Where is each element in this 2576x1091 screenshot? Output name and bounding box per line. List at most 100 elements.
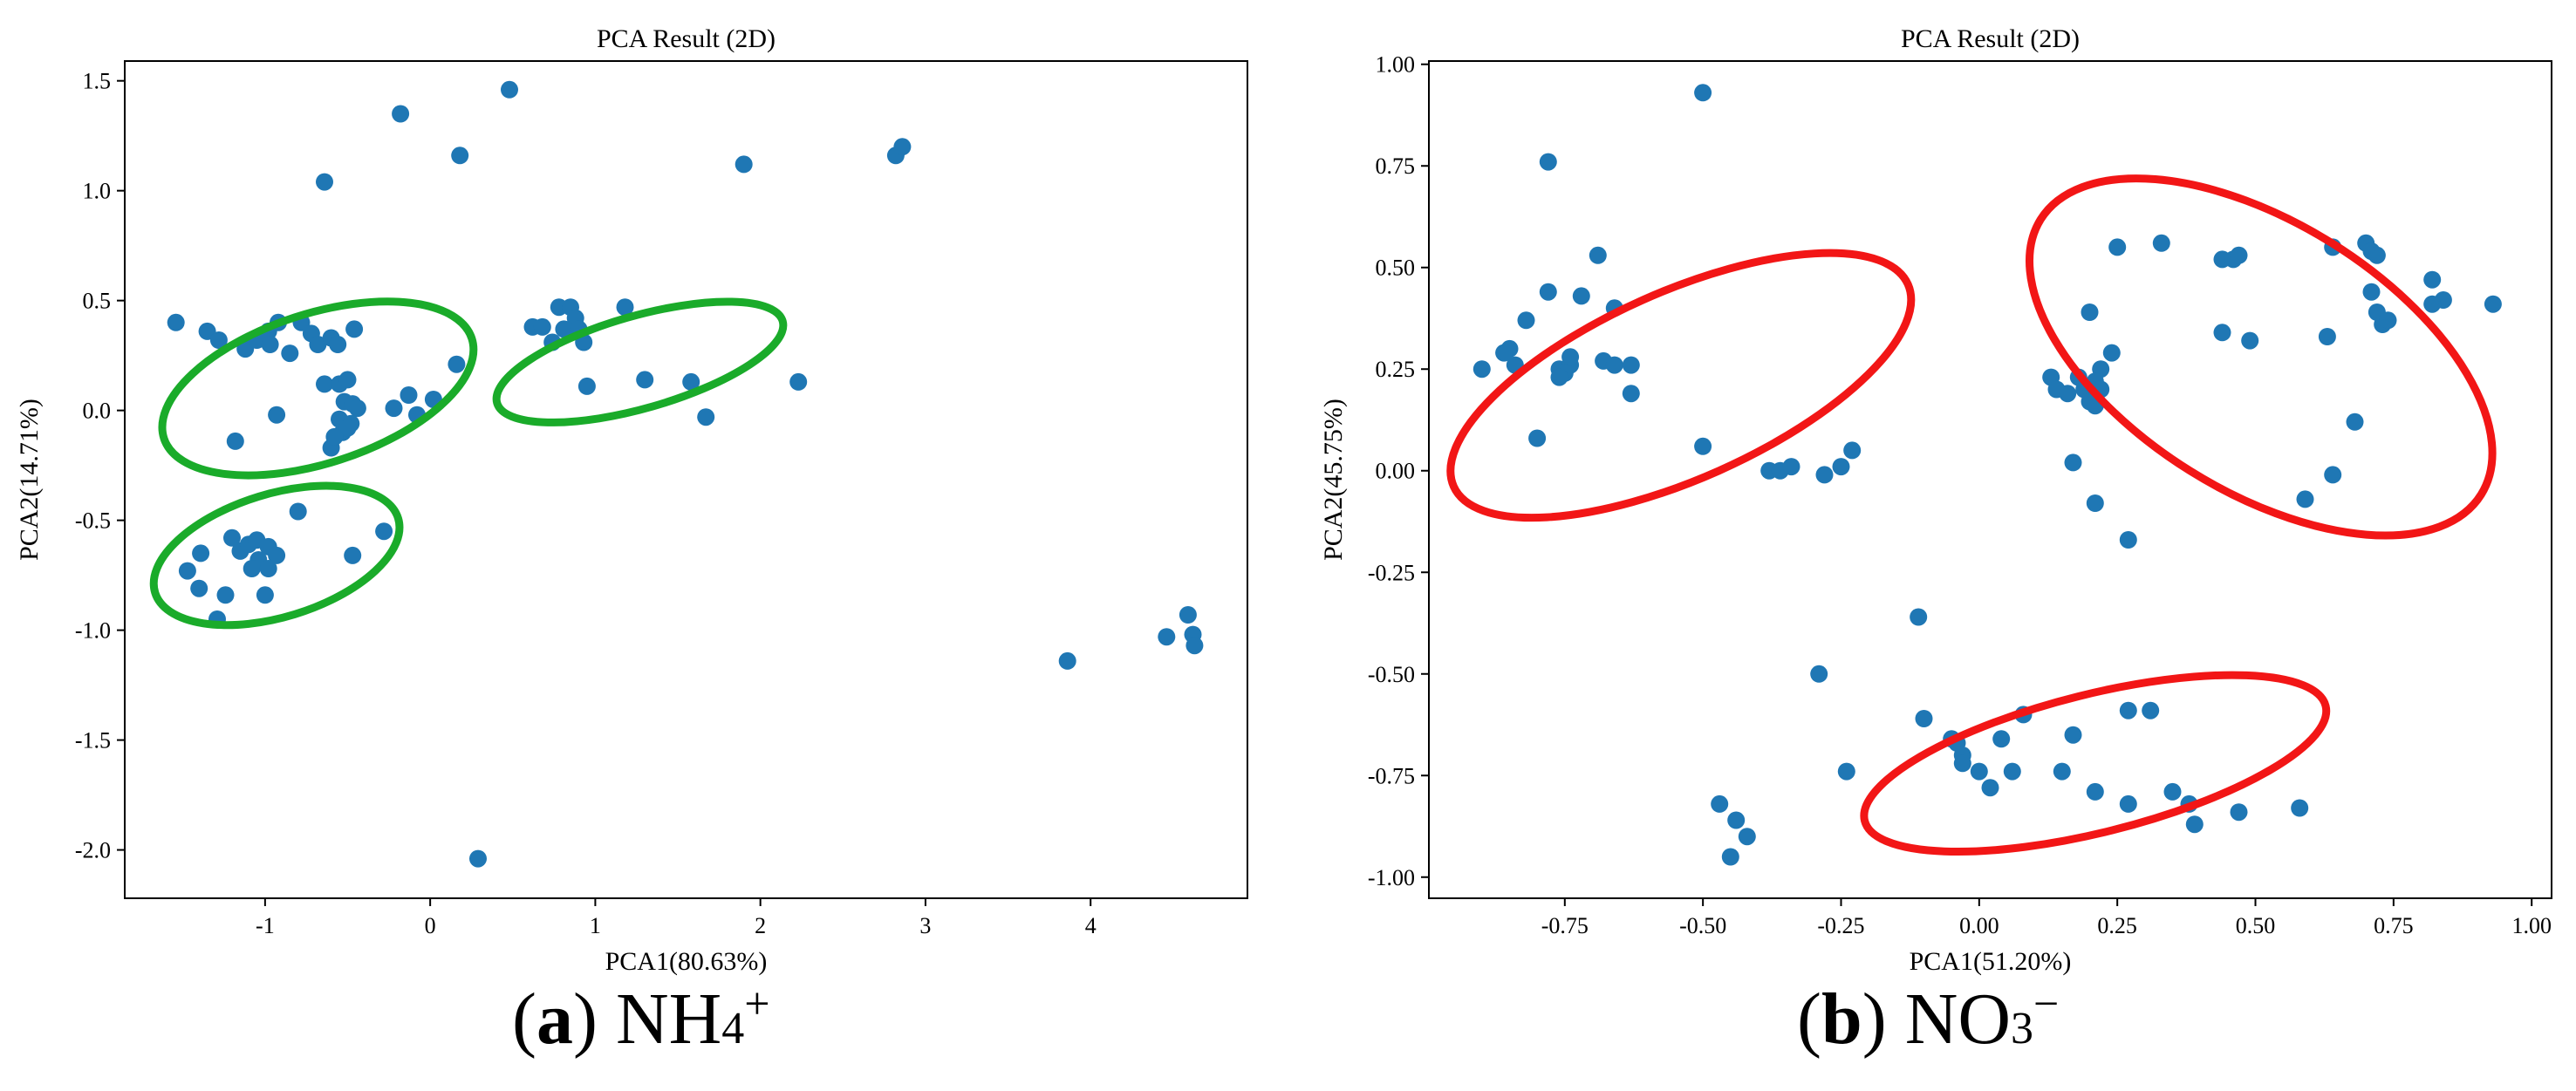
data-point [1694, 437, 1712, 455]
x-tick-label: 0.00 [1959, 913, 1999, 938]
data-point [209, 331, 228, 349]
data-point [190, 579, 208, 597]
data-point [2362, 283, 2381, 301]
x-tick-label: -0.25 [1817, 913, 1864, 938]
data-point [1970, 762, 1988, 781]
data-point [216, 586, 235, 604]
data-point [1495, 344, 1513, 362]
y-tick-label: -1.0 [75, 618, 111, 644]
y-tick-label: 0.5 [83, 289, 112, 314]
data-point [2053, 762, 2071, 781]
cluster-ellipse-3 [1860, 671, 2331, 856]
data-point [2230, 246, 2248, 264]
data-point [533, 317, 551, 336]
data-point [1561, 348, 1580, 366]
data-point [281, 344, 299, 363]
y-tick-label: -0.5 [75, 508, 111, 534]
data-point [1843, 441, 1862, 460]
caption-b: (b) NO3− [1797, 977, 2059, 1061]
data-point [2163, 782, 2182, 801]
data-point [555, 320, 573, 338]
caption-b-close: ) [1862, 978, 1887, 1060]
caption-a-close: ) [572, 978, 598, 1060]
y-tick-label: 1.00 [1376, 52, 1416, 78]
y-tick-label: 0.00 [1376, 459, 1416, 484]
data-point [261, 336, 279, 353]
plot-frame [124, 60, 1248, 899]
data-point [1572, 287, 1590, 305]
data-point [178, 562, 196, 580]
y-tick-label: 0.75 [1376, 153, 1416, 179]
y-tick-label: 1.0 [83, 179, 112, 204]
data-point [1058, 651, 1076, 670]
caption-b-letter: b [1821, 978, 1862, 1060]
data-point [1605, 356, 1623, 374]
data-point [1472, 360, 1491, 378]
chart-b: PCA Result (2D) -0.75 -0.50 -0.25 0.00 0.25 0.… [1319, 24, 2552, 976]
data-point [451, 147, 469, 165]
x-axis-label: PCA1(80.63%) [605, 947, 768, 976]
data-point [325, 427, 344, 446]
y-tick-label: -0.25 [1368, 560, 1415, 585]
y-tick-label: 0.50 [1376, 256, 1416, 281]
data-point [789, 372, 808, 391]
data-point [2185, 815, 2204, 834]
chart-title: PCA Result (2D) [1901, 24, 2080, 53]
data-point [1550, 368, 1568, 386]
x-tick-label: 1.00 [2511, 913, 2552, 938]
data-point [1992, 730, 2011, 748]
data-point [1738, 828, 1756, 846]
data-point [2318, 328, 2336, 345]
data-point [2003, 762, 2021, 781]
data-point [735, 155, 753, 174]
data-point [636, 371, 654, 389]
data-point [1694, 84, 1712, 102]
data-point [1528, 429, 1547, 447]
data-point [268, 406, 286, 424]
caption-a-letter: a [536, 978, 573, 1060]
y-tick-label: -0.50 [1368, 662, 1415, 687]
caption-a-ion-sub: 4 [721, 1004, 745, 1053]
data-point [2142, 701, 2160, 719]
data-point [1782, 458, 1800, 476]
data-point [345, 320, 364, 338]
cluster-ellipse-2 [2026, 174, 2497, 540]
data-point [2230, 803, 2248, 822]
data-point [2064, 726, 2082, 744]
data-point [1158, 628, 1176, 646]
data-point [1810, 665, 1828, 683]
data-point [268, 546, 286, 564]
data-point [577, 377, 596, 395]
y-tick-label: 0.0 [83, 399, 112, 424]
cluster-ellipse-2 [492, 297, 788, 426]
data-point [1517, 311, 1535, 330]
data-point [289, 502, 307, 521]
data-point [2324, 466, 2342, 484]
data-point [2086, 494, 2104, 512]
data-point [256, 586, 274, 604]
data-point [1953, 754, 1971, 773]
data-point [243, 560, 261, 577]
data-point [1711, 794, 1729, 813]
caption-b-ion-sup: − [2033, 979, 2060, 1029]
data-point [1981, 779, 1999, 797]
data-point [2484, 295, 2502, 313]
cluster-ellipse-3 [149, 481, 404, 630]
caption-b-ion: NO [1904, 978, 2012, 1060]
data-point [2102, 344, 2121, 362]
y-axis-label: PCA2(14.71%) [15, 399, 44, 561]
x-tick-label: 3 [919, 913, 931, 938]
data-point [2081, 303, 2099, 321]
data-point [344, 546, 362, 564]
x-tick-label: -0.75 [1541, 913, 1589, 938]
x-tick-label: 0.50 [2236, 913, 2276, 938]
y-tick-label: 1.5 [83, 69, 112, 94]
x-axis-label: PCA1(51.20%) [1910, 947, 2072, 976]
data-point [697, 408, 715, 426]
data-point [1622, 385, 1640, 403]
x-tick-label: 2 [755, 913, 766, 938]
data-point [192, 544, 210, 563]
data-point [2152, 234, 2170, 252]
data-point [338, 419, 357, 437]
